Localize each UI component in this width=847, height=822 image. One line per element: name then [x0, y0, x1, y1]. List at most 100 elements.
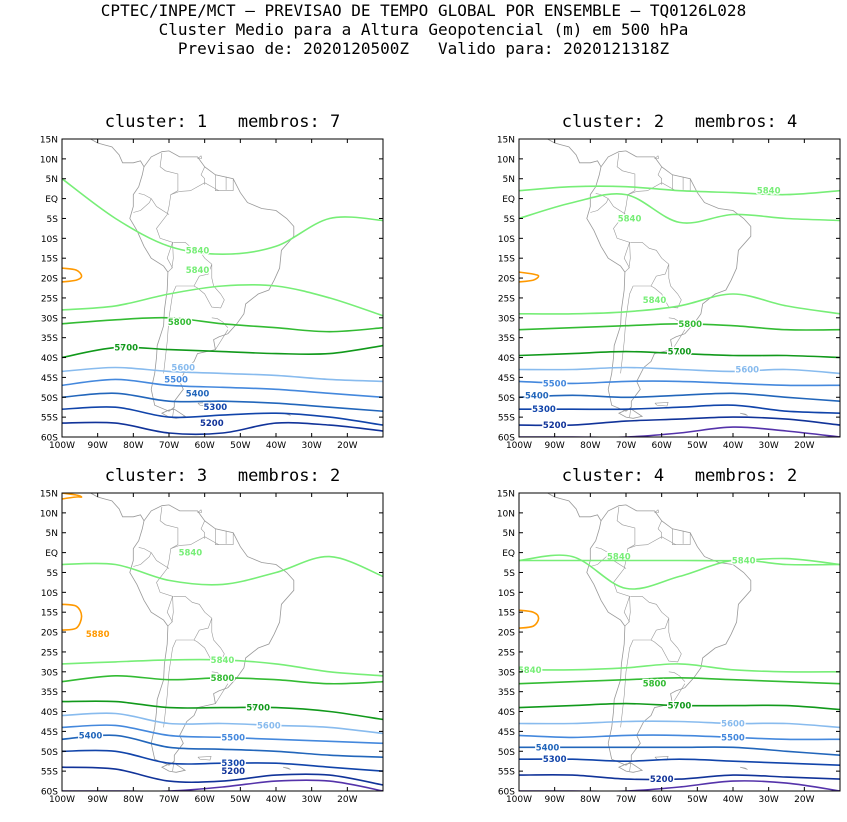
island-coast	[197, 402, 212, 407]
header-line-3: Previsao de: 2020120500Z Valido para: 20…	[177, 39, 670, 58]
lat-label: 10S	[498, 235, 515, 245]
island-coast	[197, 155, 202, 159]
lat-label: EQ	[502, 549, 515, 559]
contour-5700	[62, 344, 383, 359]
contour-5500	[62, 378, 383, 399]
lon-label: 20W	[794, 795, 814, 805]
country-border	[616, 506, 636, 549]
island-coast	[654, 155, 659, 159]
lon-label: 60W	[651, 795, 671, 805]
country-border	[620, 639, 634, 728]
lat-label: 10N	[497, 155, 515, 165]
lat-label: 55S	[41, 768, 58, 778]
coastline	[547, 139, 602, 168]
lat-label: 20S	[498, 629, 515, 639]
map-frame	[61, 492, 384, 792]
panel-cluster-2: cluster: 2 membros: 4 5840 5840 5840 5800 57…	[457, 112, 842, 465]
contour-label: 5840	[732, 557, 756, 567]
country-border	[672, 683, 686, 704]
contour-5300	[62, 749, 383, 772]
contour-5500	[62, 724, 383, 745]
lat-label: 35S	[498, 688, 515, 698]
contour-5800	[519, 322, 840, 331]
lon-label: 20W	[794, 441, 814, 451]
contour-5700	[62, 700, 383, 721]
lat-label: 30S	[41, 668, 58, 678]
lon-label: 70W	[159, 795, 179, 805]
map-cluster-3: 5880 5840 5840 5800 5700 5600 5500 5400 53005200…	[40, 490, 384, 805]
lon-label: 80W	[123, 441, 143, 451]
lat-label: 10S	[41, 235, 58, 245]
contour-label: 5400	[525, 391, 549, 401]
lat-label: 25S	[41, 294, 58, 304]
lon-label: 80W	[123, 795, 143, 805]
lon-label: 30W	[301, 795, 321, 805]
country-border	[620, 285, 634, 374]
lat-label: 50S	[498, 748, 515, 758]
lat-label: 20S	[498, 275, 515, 285]
contour-label: 5880	[86, 630, 110, 640]
island-coast	[740, 766, 748, 770]
lat-label: 5N	[46, 175, 58, 185]
contour-5200	[519, 773, 840, 781]
lat-label: 15N	[497, 136, 515, 146]
panel-title: cluster: 1 membros: 7	[104, 112, 341, 132]
lat-label: 45S	[498, 374, 515, 384]
country-border	[657, 166, 662, 185]
contour-5200	[62, 766, 383, 786]
contour-label: 5840	[186, 266, 210, 276]
contour-5200	[62, 421, 383, 436]
contour-label: 5500	[543, 379, 567, 389]
island-coast	[283, 766, 291, 770]
contour-5400	[62, 392, 383, 412]
lon-label: 90W	[87, 795, 107, 805]
panel-cluster-1: cluster: 1 membros: 7 5840 5840 5800 5700 56…	[0, 112, 385, 465]
lat-label: 30S	[498, 314, 515, 324]
lat-label: 10S	[498, 589, 515, 599]
country-border	[172, 760, 175, 772]
panel-title: cluster: 2 membros: 4	[561, 112, 798, 132]
country-border	[607, 198, 627, 215]
contour-5300	[62, 406, 383, 426]
lat-label: 10N	[497, 509, 515, 519]
country-border	[193, 618, 225, 663]
lon-label: 80W	[580, 795, 600, 805]
country-border	[159, 506, 179, 549]
contour-label: 5300	[532, 405, 556, 415]
lon-label: 40W	[723, 795, 743, 805]
lat-label: 10S	[41, 589, 58, 599]
lon-label: 60W	[194, 441, 214, 451]
contour-label: 5600	[735, 365, 759, 375]
lat-label: EQ	[45, 195, 58, 205]
lat-label: 35S	[498, 334, 515, 344]
lat-label: 60S	[498, 434, 515, 444]
lon-label: 50W	[687, 795, 707, 805]
contour-label: 5500	[221, 733, 245, 743]
contour-5300	[519, 758, 840, 766]
contour-label: 5800	[211, 674, 235, 684]
island-coast	[654, 402, 669, 407]
island-coast	[197, 509, 202, 513]
contour-5500	[519, 734, 840, 741]
country-border	[672, 329, 686, 350]
country-border	[159, 152, 179, 195]
country-border	[657, 520, 662, 539]
contour-5880	[519, 271, 540, 283]
panel-title: cluster: 3 membros: 2	[104, 466, 341, 486]
contour-label: 5700	[114, 344, 138, 354]
contour-label: 5200	[543, 421, 567, 431]
lon-label: 70W	[616, 441, 636, 451]
contour-5840	[62, 178, 383, 256]
country-border	[613, 536, 691, 627]
contour-label: 5500	[721, 733, 745, 743]
lat-label: 15N	[40, 490, 58, 500]
lat-label: 60S	[498, 788, 515, 798]
contour-label: 5600	[257, 721, 281, 731]
lat-label: 45S	[41, 728, 58, 738]
contour-label: 5800	[678, 320, 702, 330]
country-border	[623, 242, 630, 269]
contour-label: 5500	[164, 375, 188, 385]
panel-cluster-4: cluster: 4 membros: 2 5840 5840 5840 5800 57…	[457, 466, 842, 819]
country-border	[215, 683, 229, 704]
